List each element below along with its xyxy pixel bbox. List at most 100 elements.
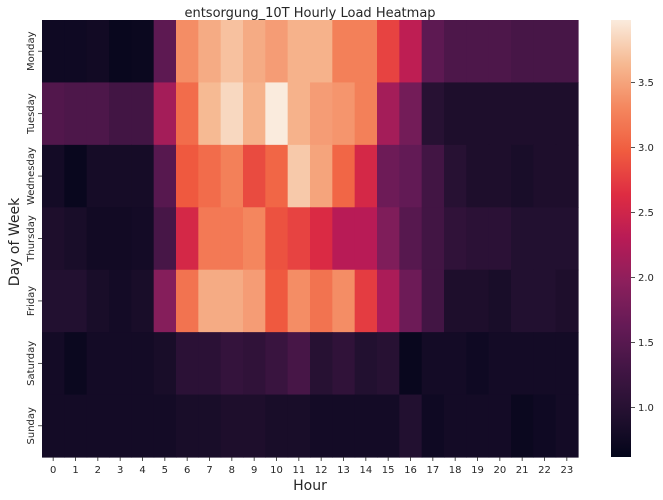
heatmap-cell <box>310 144 333 208</box>
heatmap-cell <box>64 394 88 458</box>
heatmap-cell <box>176 269 199 333</box>
heatmap-cell <box>444 207 467 271</box>
heatmap-cell <box>488 394 512 458</box>
heatmap-cell <box>488 144 512 208</box>
heatmap-cell <box>354 332 378 396</box>
heatmap-cell <box>399 82 423 146</box>
heatmap-cell <box>243 20 266 84</box>
heatmap-cells <box>42 20 579 458</box>
heatmap-cell <box>310 82 333 146</box>
heatmap-cell <box>198 20 222 84</box>
heatmap-cell <box>42 144 65 208</box>
heatmap-cell <box>176 144 199 208</box>
heatmap-cell <box>220 269 244 333</box>
heatmap-cell <box>377 332 400 396</box>
heatmap-cell <box>511 82 534 146</box>
heatmap-cell <box>265 207 289 271</box>
heatmap-cell <box>153 269 177 333</box>
x-tick-label: 18 <box>449 465 462 476</box>
heatmap-cell <box>399 207 423 271</box>
heatmap-cell <box>109 20 132 84</box>
heatmap-cell <box>488 207 512 271</box>
heatmap-cell <box>176 82 199 146</box>
heatmap-cell <box>42 394 65 458</box>
heatmap-cell <box>86 207 110 271</box>
heatmap-cell <box>354 144 378 208</box>
heatmap-cell <box>332 394 356 458</box>
x-tick-label: 7 <box>206 465 212 476</box>
x-tick-label: 10 <box>270 465 283 476</box>
heatmap-cell <box>354 394 378 458</box>
heatmap-cell <box>198 207 222 271</box>
heatmap-cell <box>287 82 311 146</box>
colorbar-ticks: 1.0 1.5 2.0 2.5 3.0 3.5 <box>631 78 654 414</box>
heatmap-cell <box>421 332 445 396</box>
x-tick-label: 1 <box>72 465 78 476</box>
heatmap-cell <box>131 20 155 84</box>
heatmap-cell <box>555 144 579 208</box>
x-tick-label: 0 <box>50 465 56 476</box>
heatmap-cell <box>265 394 289 458</box>
heatmap-cell <box>131 144 155 208</box>
heatmap-cell <box>421 269 445 333</box>
heatmap-cell <box>198 82 222 146</box>
heatmap-cell <box>555 20 579 84</box>
heatmap-cell <box>109 207 132 271</box>
heatmap-cell <box>243 144 266 208</box>
heatmap-cell <box>332 20 356 84</box>
heatmap-cell <box>511 144 534 208</box>
heatmap-cell <box>310 332 333 396</box>
heatmap-cell <box>176 20 199 84</box>
heatmap-cell <box>243 332 266 396</box>
colorbar-tick-label: 3.5 <box>638 78 654 89</box>
x-tick-label: 20 <box>493 465 506 476</box>
heatmap-cell <box>466 144 490 208</box>
heatmap-cell <box>131 82 155 146</box>
heatmap-cell <box>466 394 490 458</box>
colorbar <box>611 20 631 457</box>
heatmap-cell <box>287 332 311 396</box>
x-tick-label: 19 <box>471 465 484 476</box>
heatmap-cell <box>86 394 110 458</box>
heatmap-cell <box>533 332 557 396</box>
heatmap-cell <box>444 82 467 146</box>
x-tick-label: 17 <box>426 465 439 476</box>
heatmap-cell <box>511 269 534 333</box>
heatmap-cell <box>511 207 534 271</box>
x-tick-label: 12 <box>315 465 328 476</box>
heatmap-cell <box>153 394 177 458</box>
heatmap-cell <box>399 20 423 84</box>
heatmap-cell <box>64 20 88 84</box>
heatmap-cell <box>533 82 557 146</box>
heatmap-cell <box>421 394 445 458</box>
heatmap-cell <box>488 82 512 146</box>
heatmap-cell <box>533 394 557 458</box>
heatmap-cell <box>86 144 110 208</box>
heatmap-cell <box>421 207 445 271</box>
y-axis-ticks: Monday Tuesday Wednesday Thursday Friday Satu… <box>26 31 42 444</box>
heatmap-cell <box>64 207 88 271</box>
x-tick-label: 21 <box>516 465 529 476</box>
heatmap-cell <box>533 144 557 208</box>
x-tick-label: 6 <box>184 465 190 476</box>
colorbar-tick-label: 2.0 <box>638 273 654 284</box>
heatmap-cell <box>533 207 557 271</box>
heatmap-cell <box>421 20 445 84</box>
heatmap-cell <box>444 394 467 458</box>
heatmap-cell <box>377 269 400 333</box>
heatmap-cell <box>86 269 110 333</box>
heatmap-cell <box>86 20 110 84</box>
heatmap-cell <box>332 207 356 271</box>
x-tick-label: 13 <box>337 465 350 476</box>
x-tick-label: 9 <box>251 465 257 476</box>
heatmap-cell <box>332 82 356 146</box>
heatmap-cell <box>131 269 155 333</box>
heatmap-cell <box>444 144 467 208</box>
heatmap-cell <box>131 394 155 458</box>
heatmap-cell <box>466 269 490 333</box>
y-tick-label: Sunday <box>26 407 37 444</box>
heatmap-cell <box>399 394 423 458</box>
heatmap-cell <box>176 207 199 271</box>
heatmap-cell <box>153 207 177 271</box>
